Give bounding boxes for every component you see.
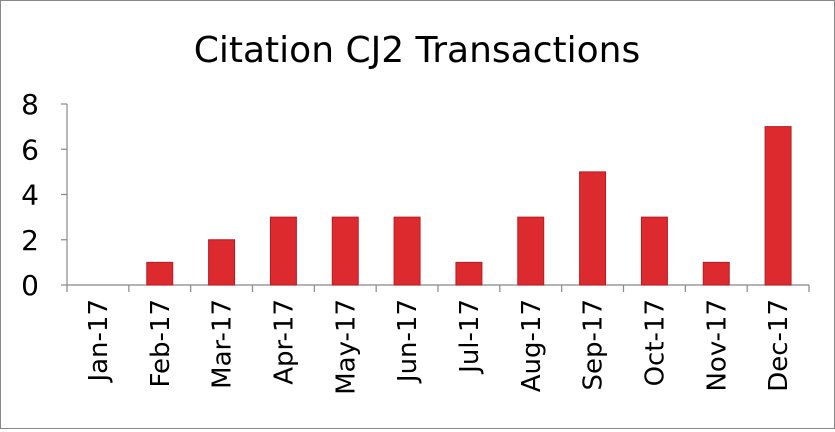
bar-mar-17 xyxy=(208,239,236,286)
x-tick-label: Sep-17 xyxy=(579,299,609,390)
bar-oct-17 xyxy=(640,216,668,286)
bar-may-17 xyxy=(331,216,359,286)
axes xyxy=(66,104,809,286)
bar-apr-17 xyxy=(269,216,297,286)
x-tick-label: Apr-17 xyxy=(269,299,299,385)
x-tick-label: Feb-17 xyxy=(146,299,176,388)
bar-feb-17 xyxy=(146,261,174,286)
x-tick-label: Mar-17 xyxy=(208,299,238,389)
y-tick-label: 4 xyxy=(21,179,39,212)
y-tick-label: 2 xyxy=(21,224,39,257)
y-axis-ticks: 0 2 4 6 8 xyxy=(21,88,67,302)
x-tick-label: May-17 xyxy=(331,299,361,395)
y-tick-label: 8 xyxy=(21,88,39,121)
y-tick-label: 6 xyxy=(21,133,39,166)
x-axis-ticks: Jan-17 Feb-17 Mar-17 Apr-17 May-17 Jun-17 Jul-… xyxy=(66,285,810,395)
bars xyxy=(146,126,792,286)
x-tick-label: Oct-17 xyxy=(640,299,670,386)
x-tick-label: Dec-17 xyxy=(764,299,794,392)
x-tick-label: Jun-17 xyxy=(393,299,423,384)
chart-title: Citation CJ2 Transactions xyxy=(194,30,641,71)
y-tick-label: 0 xyxy=(21,269,39,302)
x-tick-label: Aug-17 xyxy=(517,299,547,392)
bar-sep-17 xyxy=(579,171,607,286)
bar-jul-17 xyxy=(455,261,483,286)
bar-dec-17 xyxy=(764,126,792,286)
x-tick-label: Nov-17 xyxy=(702,299,732,392)
bar-nov-17 xyxy=(702,261,730,286)
x-tick-label: Jul-17 xyxy=(455,299,485,375)
bar-jun-17 xyxy=(393,216,421,286)
x-tick-label: Jan-17 xyxy=(84,299,114,384)
bar-aug-17 xyxy=(517,216,545,286)
